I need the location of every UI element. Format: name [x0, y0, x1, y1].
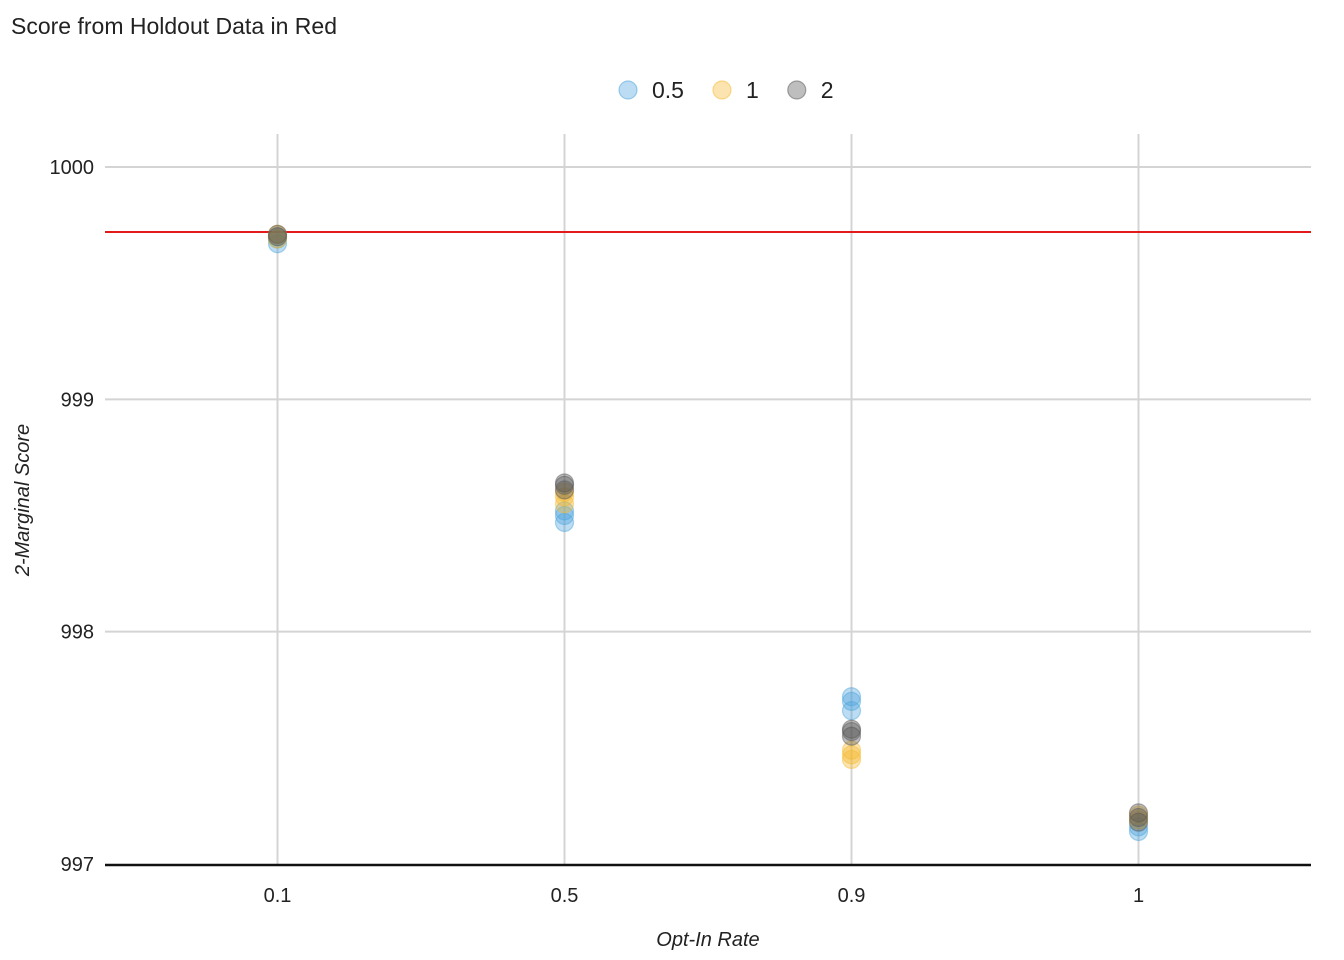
point-2-0.1-1	[267, 224, 288, 244]
y-tick-997: 997	[61, 854, 94, 876]
point-2-0.5-4	[554, 473, 575, 493]
point-2-0.9-5	[841, 726, 862, 746]
point-2-0.9-6	[841, 721, 862, 742]
legend-marker-1	[712, 80, 732, 100]
point-1-1-8	[1128, 810, 1149, 830]
point-1-0.9-5	[841, 749, 862, 770]
gridlines	[105, 134, 1311, 864]
y-tick-999: 999	[61, 389, 94, 411]
point-1-0.5-3	[554, 487, 575, 507]
x-tick-0.9: 0.9	[838, 885, 866, 907]
point-2-0.5-3	[554, 475, 575, 495]
point-0.5-0.5-4	[554, 505, 575, 526]
point-1-0.1-1	[267, 224, 288, 244]
legend-marker-0.5	[618, 80, 638, 100]
y-axis-label: 2-Marginal Score	[12, 424, 34, 577]
point-0.5-0.9-8	[841, 687, 862, 707]
point-2-1-10	[1128, 803, 1149, 823]
chart-title: Score from Holdout Data in Red	[11, 13, 337, 39]
legend-marker-2	[787, 80, 807, 100]
point-0.5-0.5-3	[554, 512, 575, 533]
point-2-1-9	[1128, 807, 1149, 828]
series-1	[267, 224, 1149, 830]
point-1-1-9	[1128, 805, 1149, 825]
point-1-0.1-0	[267, 229, 288, 249]
y-tick-labels: 997 998 999 1000	[50, 157, 95, 876]
point-2-0.9-7	[841, 719, 862, 739]
point-0.5-0.1-1	[267, 229, 288, 249]
series-2	[267, 224, 1149, 832]
legend-label-0.5: 0.5	[652, 77, 684, 103]
data-points	[267, 224, 1149, 842]
point-2-0.1-0	[267, 227, 288, 247]
y-tick-998: 998	[61, 622, 94, 644]
x-tick-1: 1	[1133, 885, 1144, 907]
x-tick-labels: 0.1 0.5 0.9 1	[264, 885, 1144, 907]
point-1-0.5-4	[554, 482, 575, 502]
point-1-0.9-7	[841, 740, 862, 760]
point-0.5-0.9-6	[841, 701, 862, 721]
y-tick-1000: 1000	[50, 157, 95, 179]
legend-label-2: 2	[821, 77, 834, 103]
point-2-0.5-2	[554, 480, 575, 500]
point-0.5-0.5-5	[554, 501, 575, 521]
point-2-1-8	[1128, 812, 1149, 832]
point-0.5-0.9-7	[841, 691, 862, 711]
point-0.5-1-10	[1128, 817, 1149, 837]
x-tick-0.5: 0.5	[551, 885, 579, 907]
legend: 0.5 1 2	[618, 77, 834, 103]
x-axis-label: Opt-In Rate	[656, 929, 759, 951]
point-0.5-0.1-0	[267, 234, 288, 254]
point-1-0.5-2	[554, 494, 575, 514]
series-0.5	[267, 227, 1149, 842]
point-0.5-0.1-2	[267, 227, 288, 247]
x-tick-0.1: 0.1	[264, 885, 292, 907]
legend-label-1: 1	[746, 77, 759, 103]
point-1-0.9-6	[841, 745, 862, 765]
point-0.5-1-9	[1128, 821, 1149, 842]
